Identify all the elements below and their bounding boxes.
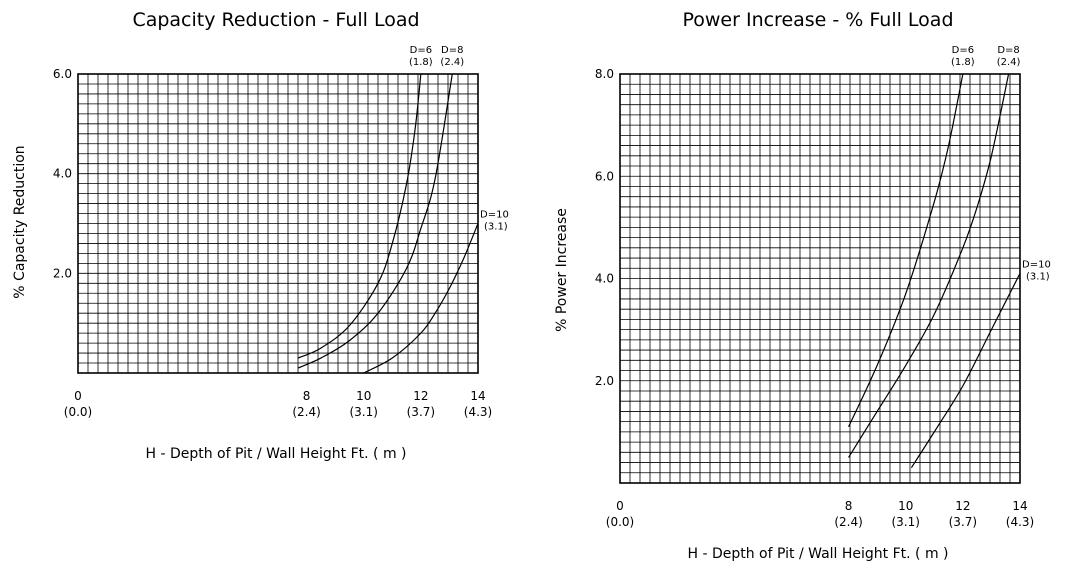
x-tick-sublabel: (0.0) bbox=[606, 515, 634, 529]
series-sublabel: (3.1) bbox=[484, 222, 508, 233]
x-tick-sublabel: (3.1) bbox=[891, 515, 919, 529]
plot-frame bbox=[619, 73, 1021, 484]
y-tick-label: 2.0 bbox=[53, 266, 72, 280]
series-curve bbox=[363, 223, 479, 374]
series-label: D=6 bbox=[410, 45, 432, 56]
series-sublabel: (2.4) bbox=[440, 57, 464, 68]
y-tick-label: 4.0 bbox=[595, 272, 614, 286]
chart-title: Capacity Reduction - Full Load bbox=[132, 9, 419, 31]
x-tick-label: 0 bbox=[616, 499, 624, 513]
capacity-reduction-chart: Capacity Reduction - Full Load H - Depth… bbox=[12, 9, 509, 462]
y-tick-label: 6.0 bbox=[595, 169, 614, 183]
series-label: D=10 bbox=[1022, 259, 1051, 270]
series-curve bbox=[848, 73, 1010, 458]
x-tick-label: 12 bbox=[413, 389, 428, 403]
y-tick-label: 2.0 bbox=[595, 374, 614, 388]
x-tick-sublabel: (0.0) bbox=[64, 405, 92, 419]
y-axis-label: % Power Increase bbox=[554, 208, 570, 332]
series-curve bbox=[910, 273, 1021, 468]
x-tick-sublabel: (3.7) bbox=[407, 405, 435, 419]
x-tick-label: 14 bbox=[470, 389, 485, 403]
series-sublabel: (1.8) bbox=[409, 57, 433, 68]
x-axis-label: H - Depth of Pit / Wall Height Ft. ( m ) bbox=[145, 446, 406, 462]
series-sublabel: (2.4) bbox=[997, 57, 1021, 68]
x-tick-label: 10 bbox=[898, 499, 913, 513]
series-curve bbox=[848, 73, 964, 428]
x-tick-label: 8 bbox=[303, 389, 311, 403]
x-tick-sublabel: (3.1) bbox=[349, 405, 377, 419]
series-label: D=6 bbox=[952, 45, 974, 56]
chart-title: Power Increase - % Full Load bbox=[682, 9, 953, 31]
series-sublabel: (3.1) bbox=[1026, 271, 1050, 282]
x-tick-label: 12 bbox=[955, 499, 970, 513]
x-tick-sublabel: (4.3) bbox=[464, 405, 492, 419]
series-label: D=10 bbox=[480, 210, 509, 221]
x-tick-sublabel: (2.4) bbox=[292, 405, 320, 419]
y-axis-label: % Capacity Reduction bbox=[12, 145, 28, 298]
x-tick-label: 10 bbox=[356, 389, 371, 403]
x-tick-label: 8 bbox=[845, 499, 853, 513]
plot-grid bbox=[77, 73, 479, 374]
y-tick-label: 4.0 bbox=[53, 167, 72, 181]
x-tick-sublabel: (3.7) bbox=[949, 515, 977, 529]
x-tick-sublabel: (2.4) bbox=[834, 515, 862, 529]
series-label: D=8 bbox=[997, 45, 1019, 56]
series-label: D=8 bbox=[441, 45, 463, 56]
y-tick-label: 6.0 bbox=[53, 67, 72, 81]
y-tick-label: 8.0 bbox=[595, 67, 614, 81]
x-axis-label: H - Depth of Pit / Wall Height Ft. ( m ) bbox=[687, 546, 948, 562]
x-tick-label: 14 bbox=[1012, 499, 1027, 513]
plot-grid bbox=[619, 73, 1021, 484]
x-tick-sublabel: (4.3) bbox=[1006, 515, 1034, 529]
series-sublabel: (1.8) bbox=[951, 57, 975, 68]
series-curve bbox=[297, 73, 453, 369]
series-curve bbox=[297, 73, 422, 359]
power-increase-chart: Power Increase - % Full Load H - Depth o… bbox=[554, 9, 1051, 562]
x-tick-label: 0 bbox=[74, 389, 82, 403]
